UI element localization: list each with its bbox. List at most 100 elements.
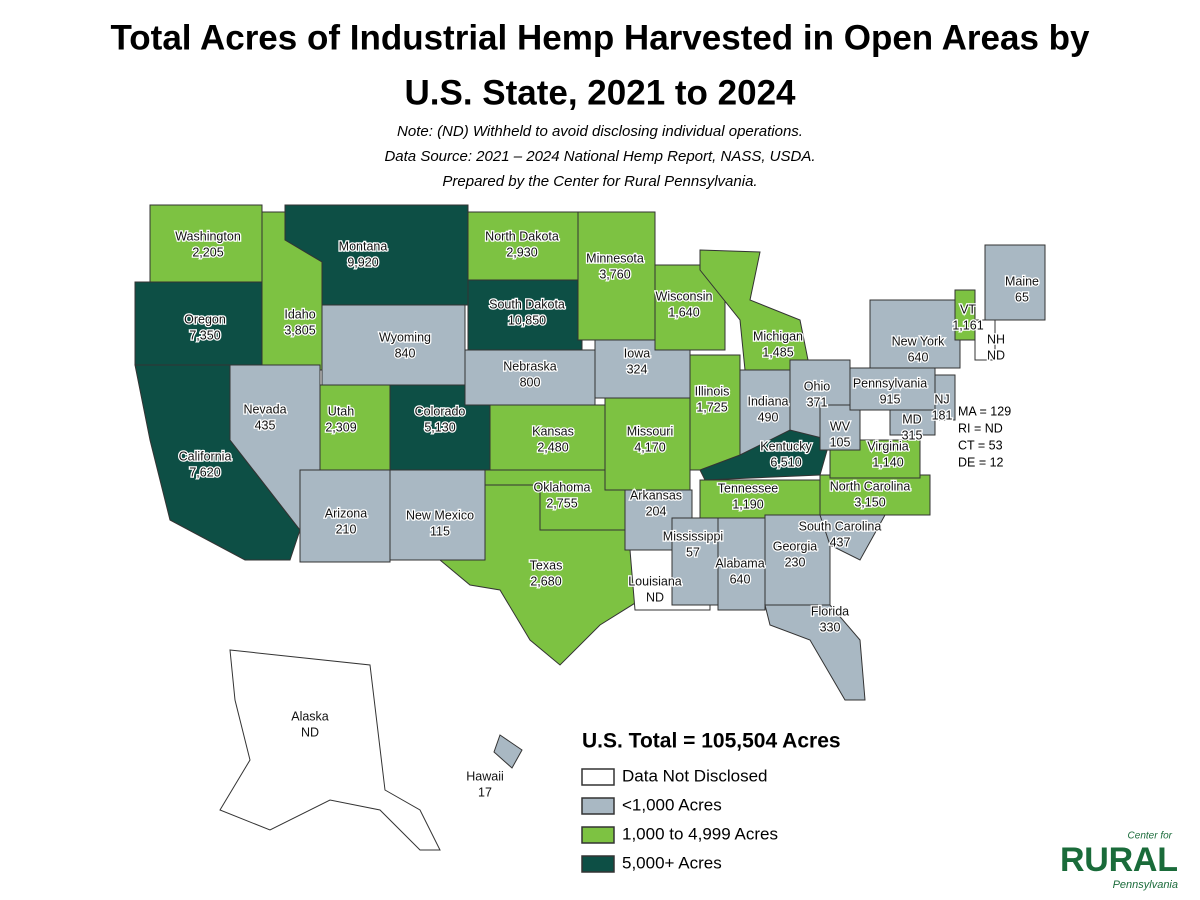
state-value: 7,350 bbox=[189, 328, 220, 342]
state-name: Virginia bbox=[867, 439, 909, 453]
state-value: 2,480 bbox=[537, 440, 568, 454]
state-value: 65 bbox=[1015, 290, 1029, 304]
state-name: Oregon bbox=[184, 312, 226, 326]
state-value: 181 bbox=[932, 408, 953, 422]
state-value: 4,170 bbox=[634, 440, 665, 454]
state-value: 9,920 bbox=[347, 255, 378, 269]
state-shape bbox=[717, 517, 766, 611]
state-value: 2,205 bbox=[192, 245, 223, 259]
state-value: 3,150 bbox=[854, 495, 885, 509]
state-name: MD bbox=[902, 412, 921, 426]
state-shape bbox=[869, 299, 961, 369]
state-value: 2,309 bbox=[325, 420, 356, 434]
state-name: Missouri bbox=[627, 424, 674, 438]
logo-top: Center for bbox=[1128, 831, 1173, 842]
state-name: Hawaii bbox=[466, 769, 504, 783]
state-value: 1,485 bbox=[762, 345, 793, 359]
state-value: 640 bbox=[908, 350, 929, 364]
state-name: Idaho bbox=[284, 307, 315, 321]
state-value: 1,640 bbox=[668, 305, 699, 319]
state-value: 5,130 bbox=[424, 420, 455, 434]
small-state: MA = 129 bbox=[958, 404, 1011, 418]
state-value: ND bbox=[987, 348, 1005, 362]
state-name: Mississippi bbox=[663, 529, 723, 543]
state-value: 204 bbox=[646, 504, 667, 518]
state-name: Wisconsin bbox=[656, 289, 713, 303]
legend-swatch bbox=[581, 768, 615, 786]
state-value: 1,161 bbox=[952, 318, 983, 332]
state-name: Texas bbox=[530, 558, 563, 572]
state-name: Pennsylvania bbox=[853, 376, 927, 390]
state-name: North Dakota bbox=[485, 229, 559, 243]
state-value: ND bbox=[646, 590, 664, 604]
state-name: Indiana bbox=[747, 394, 788, 408]
state-value: 800 bbox=[520, 375, 541, 389]
state-shape bbox=[149, 204, 263, 283]
small-state: CT = 53 bbox=[958, 438, 1003, 452]
state-name: Montana bbox=[339, 239, 388, 253]
state-name: Nebraska bbox=[503, 359, 557, 373]
state-value: ND bbox=[301, 725, 319, 739]
state-shape bbox=[219, 649, 441, 851]
title-line: Total Acres of Industrial Hemp Harvested… bbox=[111, 18, 1090, 57]
state-value: 324 bbox=[627, 362, 648, 376]
state-name: VT bbox=[960, 302, 976, 316]
state-value: 330 bbox=[820, 620, 841, 634]
state-name: Minnesota bbox=[586, 251, 644, 265]
state-name: Alabama bbox=[715, 556, 764, 570]
state-name: Utah bbox=[328, 404, 354, 418]
small-state: RI = ND bbox=[958, 421, 1003, 435]
state-name: Georgia bbox=[773, 539, 818, 553]
state-name: NJ bbox=[934, 392, 949, 406]
legend-swatch bbox=[581, 797, 615, 815]
state-name: Michigan bbox=[753, 329, 803, 343]
state-value: 435 bbox=[255, 418, 276, 432]
state-name: Ohio bbox=[804, 379, 830, 393]
state-name: Kentucky bbox=[760, 439, 812, 453]
state-value: 640 bbox=[730, 572, 751, 586]
state-labels: Washington 2,205 Oregon 7,350 California 7,62… bbox=[174, 228, 1040, 801]
states bbox=[134, 204, 1046, 851]
state-value: 115 bbox=[430, 524, 450, 538]
logo-main: RURAL bbox=[1060, 841, 1178, 879]
state-value: 437 bbox=[830, 535, 851, 549]
state-name: Illinois bbox=[695, 384, 730, 398]
state-name: Arkansas bbox=[630, 488, 682, 502]
legend-label: 5,000+ Acres bbox=[622, 853, 722, 872]
logo: Center for RURAL Pennsylvania bbox=[1060, 831, 1178, 891]
state-shape bbox=[764, 604, 866, 701]
legend-label: Data Not Disclosed bbox=[622, 766, 768, 785]
title-line: U.S. State, 2021 to 2024 bbox=[404, 73, 796, 112]
state-name: New Mexico bbox=[406, 508, 474, 522]
state-value: 210 bbox=[336, 522, 357, 536]
state-value: 1,190 bbox=[732, 497, 763, 511]
state-shape bbox=[819, 404, 861, 451]
state-value: 915 bbox=[880, 392, 901, 406]
state-value: 3,805 bbox=[284, 323, 315, 337]
note: Prepared by the Center for Rural Pennsyl… bbox=[442, 173, 757, 190]
state-name: Tennessee bbox=[718, 481, 779, 495]
state-shape bbox=[934, 374, 956, 421]
state-value: 105 bbox=[830, 435, 851, 449]
state-value: 230 bbox=[785, 555, 806, 569]
state-name: Florida bbox=[811, 604, 849, 618]
state-name: WV bbox=[830, 419, 851, 433]
state-name: Nevada bbox=[243, 402, 286, 416]
state-name: North Carolina bbox=[830, 479, 911, 493]
state-name: California bbox=[179, 449, 232, 463]
state-shape bbox=[984, 244, 1046, 321]
state-name: New York bbox=[892, 334, 946, 348]
state-value: 2,755 bbox=[546, 496, 577, 510]
state-value: 2,680 bbox=[530, 574, 561, 588]
state-value: 17 bbox=[478, 785, 492, 799]
state-value: 490 bbox=[758, 410, 779, 424]
total: U.S. Total = 105,504 Acres bbox=[582, 730, 841, 753]
legend-label: 1,000 to 4,999 Acres bbox=[622, 824, 778, 843]
state-shape bbox=[493, 734, 523, 769]
state-name: Alaska bbox=[291, 709, 329, 723]
logo-bottom: Pennsylvania bbox=[1113, 879, 1178, 891]
state-name: Iowa bbox=[624, 346, 650, 360]
state-value: 840 bbox=[395, 346, 416, 360]
state-name: Washington bbox=[175, 229, 241, 243]
